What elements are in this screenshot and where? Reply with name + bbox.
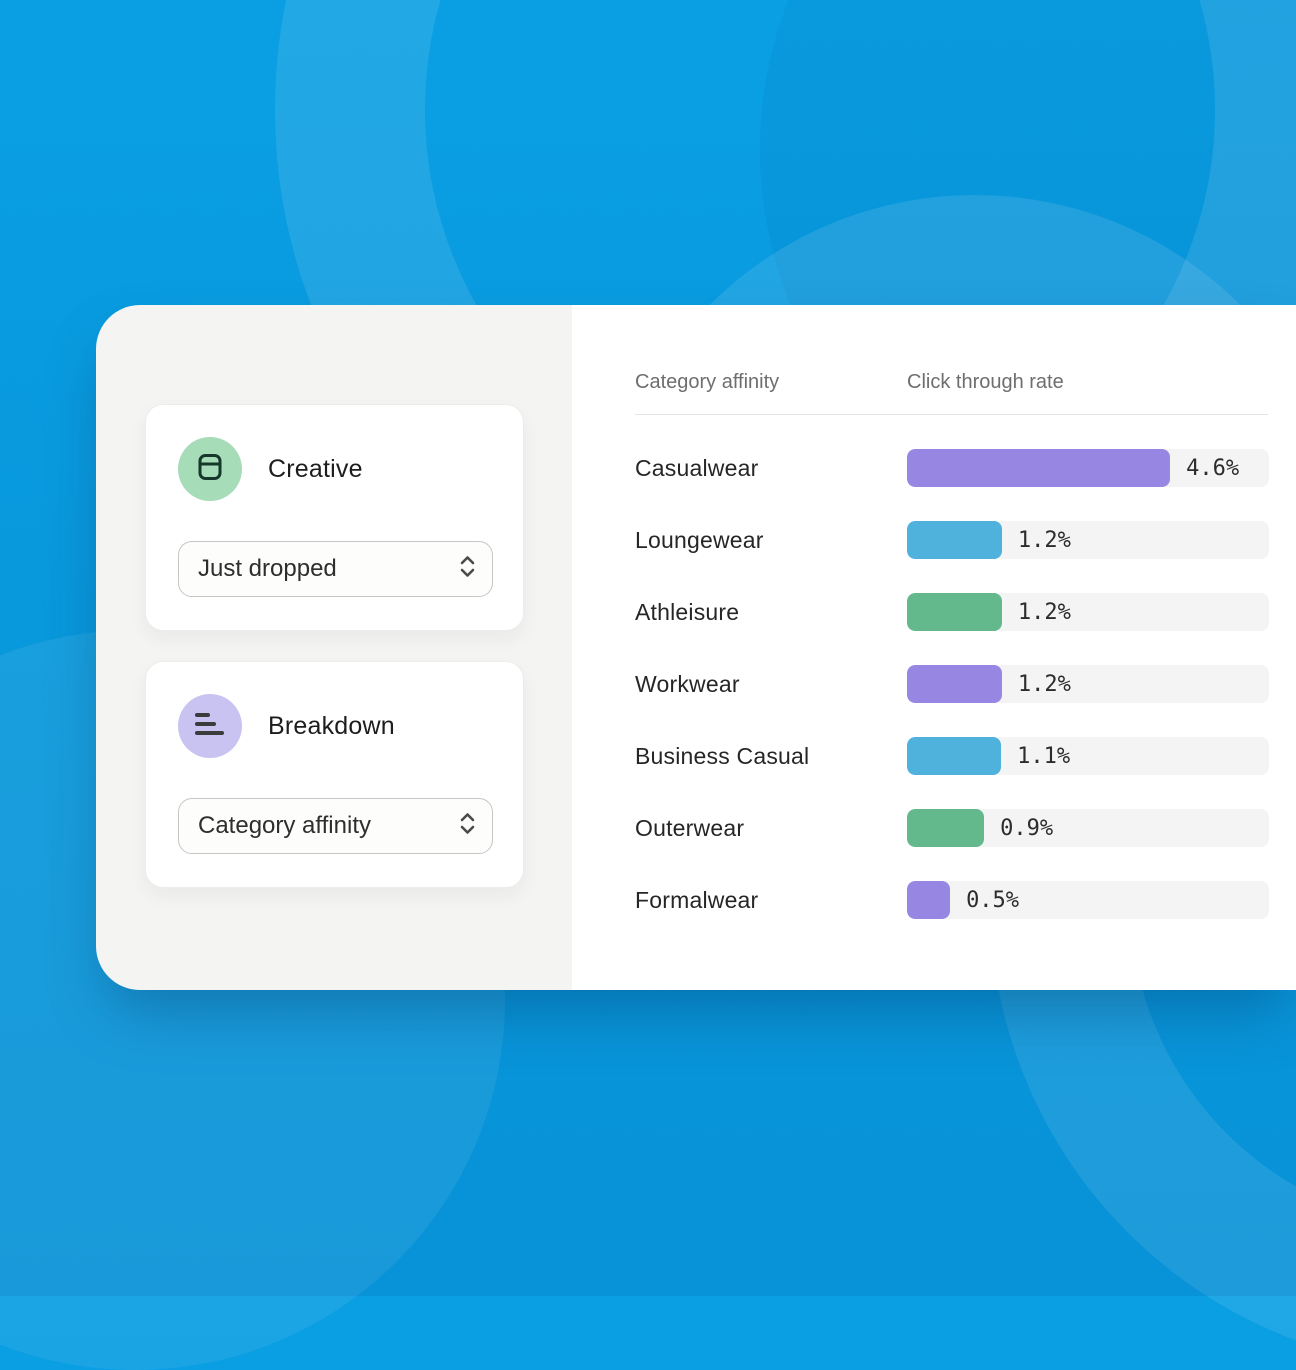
- creative-widget-card: Creative Just dropped: [145, 404, 524, 631]
- chart-header: Category affinity Click through rate: [635, 371, 1269, 394]
- breakdown-icon-circle: [178, 694, 242, 758]
- bar-value: 1.2%: [1017, 527, 1071, 553]
- breakdown-widget-card: Breakdown Category affinity: [145, 661, 524, 888]
- table-row: Casualwear 4.6%: [635, 432, 1269, 504]
- row-label: Casualwear: [635, 454, 759, 481]
- column-header-click-through-rate: Click through rate: [907, 371, 1064, 393]
- bar-fill: [907, 449, 1171, 487]
- row-label: Athleisure: [635, 598, 740, 625]
- table-row: Workwear 1.2%: [635, 648, 1269, 720]
- chart-rows: Casualwear 4.6% Loungewear 1.2% Athleisu…: [635, 432, 1269, 936]
- table-row: Formalwear 0.5%: [635, 864, 1269, 936]
- chart-panel: Category affinity Click through rate Cas…: [572, 305, 1296, 990]
- breakdown-select[interactable]: Category affinity: [178, 798, 493, 854]
- bar-value: 4.6%: [1186, 455, 1240, 481]
- chevron-updown-icon: [459, 811, 476, 841]
- bars-icon: [194, 710, 226, 743]
- bar-fill: [907, 809, 985, 847]
- table-row: Athleisure 1.2%: [635, 576, 1269, 648]
- row-label: Workwear: [635, 670, 740, 697]
- table-row: Outerwear 0.9%: [635, 792, 1269, 864]
- bar-fill: [907, 593, 1002, 631]
- bar-track: 1.2%: [907, 593, 1269, 631]
- bar-track: 1.2%: [907, 521, 1269, 559]
- header-divider: [635, 414, 1268, 415]
- row-label: Formalwear: [635, 886, 759, 913]
- bar-value: 1.2%: [1017, 671, 1071, 697]
- bar-track: 0.9%: [907, 809, 1269, 847]
- main-card: Creative Just dropped: [96, 305, 1296, 990]
- bar-fill: [907, 737, 1002, 775]
- row-label: Loungewear: [635, 526, 764, 553]
- bar-track: 0.5%: [907, 881, 1269, 919]
- widget-title: Creative: [268, 454, 363, 483]
- bar-fill: [907, 881, 951, 919]
- bar-value: 1.1%: [1017, 743, 1071, 769]
- controls-panel: Creative Just dropped: [96, 305, 572, 990]
- bar-value: 0.9%: [1000, 815, 1054, 841]
- row-label: Outerwear: [635, 814, 745, 841]
- chevron-updown-icon: [459, 554, 476, 584]
- table-row: Business Casual 1.1%: [635, 720, 1269, 792]
- bar-fill: [907, 521, 1002, 559]
- bar-track: 1.1%: [907, 737, 1269, 775]
- column-header-category-affinity: Category affinity: [635, 371, 780, 393]
- widget-title: Breakdown: [268, 711, 395, 740]
- creative-icon-circle: [178, 437, 242, 501]
- layout-card-icon: [195, 452, 225, 487]
- creative-select[interactable]: Just dropped: [178, 541, 493, 597]
- bar-value: 0.5%: [966, 887, 1020, 913]
- table-row: Loungewear 1.2%: [635, 504, 1269, 576]
- breakdown-select-value: Category affinity: [198, 812, 371, 839]
- row-label: Business Casual: [635, 742, 810, 769]
- bar-track: 4.6%: [907, 449, 1269, 487]
- bar-fill: [907, 665, 1002, 703]
- creative-select-value: Just dropped: [198, 555, 337, 582]
- bar-value: 1.2%: [1017, 599, 1071, 625]
- bar-track: 1.2%: [907, 665, 1269, 703]
